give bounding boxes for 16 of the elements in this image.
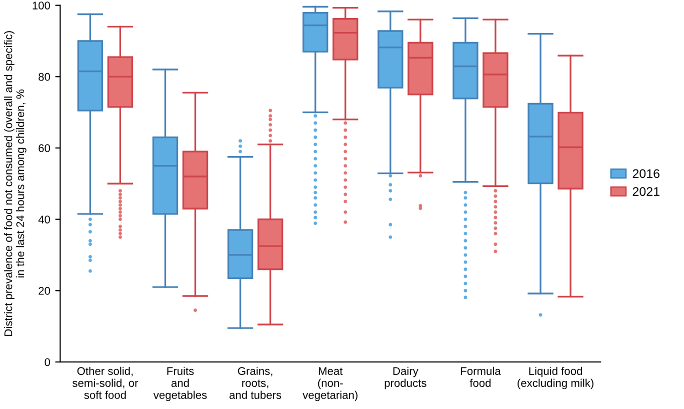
- y-tick-label: 20: [38, 286, 50, 295]
- x-tick-label: Other solid, semi-solid, or soft food: [72, 366, 138, 399]
- x-tick-label: Grains, roots, and tubers: [230, 366, 282, 399]
- y-tick-label: 100: [32, 2, 50, 10]
- x-tick-label: Liquid food (excluding milk): [518, 366, 594, 390]
- y-tick-label: 40: [38, 216, 50, 224]
- x-tick-label: Meat (non- vegetarian): [302, 367, 358, 402]
- y-axis-title: District prevalence of food not consumed (overall and specific) in the last 24 hours among children, %: [4, 31, 26, 336]
- x-tick-label: Formula food: [461, 366, 501, 387]
- y-tick-label: 80: [38, 72, 50, 81]
- legend-label: 2021: [632, 187, 660, 196]
- y-tick-label: 0: [44, 358, 50, 366]
- x-tick-label: Dairy products: [384, 366, 426, 390]
- y-tick-label: 60: [38, 144, 50, 152]
- legend-label: 2016: [632, 169, 660, 178]
- x-tick-label: Fruits and vegetables: [153, 366, 207, 402]
